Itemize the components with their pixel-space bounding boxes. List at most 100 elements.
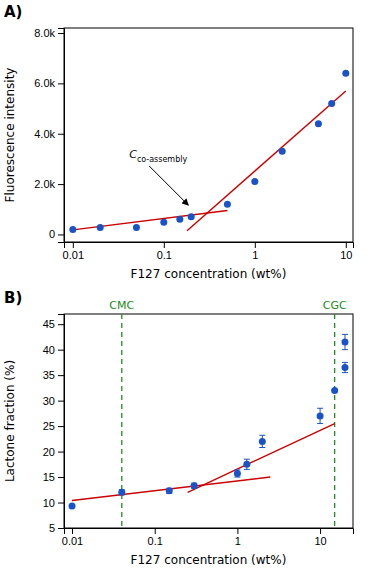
y-tick-label: 2.0k <box>34 178 55 190</box>
y-tick-mark <box>58 134 64 135</box>
plot-frame <box>64 314 353 528</box>
plot-frame <box>64 28 353 242</box>
y-tick: 15 <box>43 471 64 483</box>
x-tick-mark <box>72 528 73 534</box>
y-tick-mark <box>58 426 64 427</box>
y-tick: 40 <box>43 344 64 356</box>
y-tick-mark <box>58 375 64 376</box>
annotation: Cco-assembly <box>129 148 187 164</box>
panel-label: B) <box>4 289 22 307</box>
x-axis-title: F127 concentration (wt%) <box>131 267 287 281</box>
error-bar <box>342 334 348 349</box>
x-tick-label: 0.01 <box>63 249 84 261</box>
error-bar <box>244 459 250 469</box>
error-bar <box>342 362 348 372</box>
panel: 0.01 0.1 1 10 0 2.0k 4.0k 6.0k 8.0k Cco-assembly F… <box>3 3 354 281</box>
y-tick-label: 10 <box>43 497 55 509</box>
x-tick-mark <box>237 528 238 534</box>
y-axis-title: Lactone fraction (%) <box>3 360 17 482</box>
y-tick-mark <box>58 477 64 478</box>
annotation-arrow <box>149 166 188 205</box>
x-tick-label: 1 <box>235 535 241 547</box>
y-tick-label: 6.0k <box>34 77 55 89</box>
y-tick: 6.0k <box>34 77 64 89</box>
data-point <box>259 438 266 445</box>
x-tick-label: 0.1 <box>157 249 172 261</box>
data-point <box>69 503 76 510</box>
x-tick: 0.01 <box>62 528 83 547</box>
fit-line <box>72 477 270 500</box>
x-tick-mark <box>155 528 156 534</box>
y-tick-mark <box>58 528 64 529</box>
panel: 0.010.111051015202530354045CMCCGCF127 co… <box>3 289 354 567</box>
data-point <box>166 487 173 494</box>
data-point <box>188 213 195 220</box>
reference-label: CGC <box>323 299 347 312</box>
plot-area: 0.010.111051015202530354045CMCCGC <box>43 299 354 547</box>
error-bar <box>166 488 172 493</box>
x-tick-mark <box>164 242 165 248</box>
x-tick-label: 1 <box>252 249 258 261</box>
data-point <box>279 148 286 155</box>
x-tick: 1 <box>235 528 241 547</box>
error-bar <box>191 483 197 488</box>
x-tick: 0.1 <box>148 528 163 547</box>
y-tick: 5 <box>49 522 64 534</box>
data-point <box>224 201 231 208</box>
y-tick-mark <box>58 83 64 84</box>
reference-line <box>121 314 122 528</box>
data-point <box>234 470 241 477</box>
y-tick: 30 <box>43 395 64 407</box>
fit-line <box>73 211 228 230</box>
data-point <box>133 224 140 231</box>
reference-label: CMC <box>109 299 134 312</box>
x-axis-line <box>65 243 354 249</box>
x-axis: 0.01 0.1 1 10 <box>63 242 354 261</box>
marks <box>69 70 349 233</box>
y-tick-label: 15 <box>43 471 55 483</box>
data-point <box>251 178 258 185</box>
y-tick-label: 20 <box>43 446 55 458</box>
x-tick-label: 0.1 <box>148 535 163 547</box>
data-point <box>341 339 348 346</box>
x-tick: 0.1 <box>157 242 172 261</box>
x-tick: 10 <box>340 242 352 261</box>
y-tick: 0 <box>49 228 64 240</box>
data-point <box>331 387 338 394</box>
y-tick-mark <box>58 33 64 34</box>
y-tick-label: 4.0k <box>34 128 55 140</box>
panel-label: A) <box>4 3 22 21</box>
y-tick-label: 30 <box>43 395 55 407</box>
x-tick-label: 10 <box>314 535 326 547</box>
x-axis-title: F127 concentration (wt%) <box>131 553 287 567</box>
x-tick-mark <box>73 242 74 248</box>
data-point <box>317 412 324 419</box>
x-tick-mark <box>255 242 256 248</box>
y-tick-label: 40 <box>43 344 55 356</box>
x-tick-label: 10 <box>340 249 352 261</box>
data-point <box>176 216 183 223</box>
y-tick: 2.0k <box>34 178 64 190</box>
y-tick: 8.0k <box>34 27 64 39</box>
data-point <box>118 489 125 496</box>
y-tick-mark <box>58 452 64 453</box>
plot-area: 0.01 0.1 1 10 0 2.0k 4.0k 6.0k 8.0k Cco-assembly <box>34 27 353 261</box>
reference-line <box>334 314 335 528</box>
x-tick: 0.01 <box>63 242 84 261</box>
x-tick-mark <box>346 242 347 248</box>
y-tick-label: 35 <box>43 369 55 381</box>
y-tick-mark <box>58 324 64 325</box>
y-tick-mark <box>58 350 64 351</box>
y-tick: 4.0k <box>34 128 64 140</box>
fit-line <box>187 91 346 231</box>
y-tick-mark <box>58 503 64 504</box>
x-tick-label: 0.01 <box>62 535 83 547</box>
data-point <box>69 226 76 233</box>
figure: 0.01 0.1 1 10 0 2.0k 4.0k 6.0k 8.0k Cco-assembly F… <box>0 0 369 572</box>
x-axis-line <box>65 529 354 535</box>
y-tick: 35 <box>43 369 64 381</box>
annotation-subscript: co-assembly <box>137 155 188 164</box>
data-point <box>191 482 198 489</box>
fit-line <box>188 424 335 493</box>
data-point <box>97 224 104 231</box>
